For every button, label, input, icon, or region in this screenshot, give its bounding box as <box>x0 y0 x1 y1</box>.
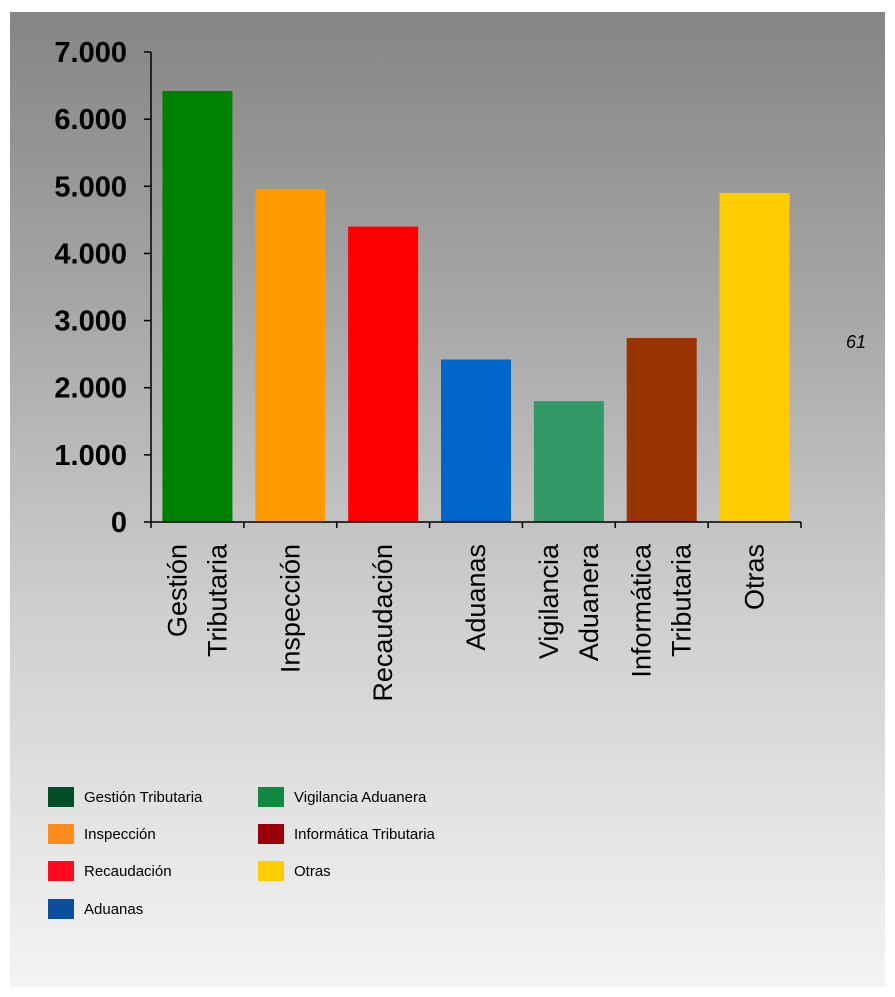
x-tick-label: Recaudación <box>368 544 398 702</box>
y-tick-label: 4.000 <box>54 238 127 270</box>
x-tick-label-line: Vigilancia <box>534 543 564 659</box>
bar-2 <box>348 226 419 523</box>
x-tick-label: Otras <box>740 544 770 610</box>
bar-0 <box>162 90 233 522</box>
x-tick-label: Inspección <box>275 544 305 673</box>
bar-6 <box>719 193 790 522</box>
x-tick-label: Vigilancia Aduanera <box>534 543 604 661</box>
x-tick-label: Gestión Tributaria <box>162 543 232 657</box>
x-tick-label-line: Recaudación <box>368 544 398 702</box>
y-tick-label: 7.000 <box>54 37 127 69</box>
y-tick-label: 0 <box>111 507 127 539</box>
bar-5 <box>626 338 697 522</box>
y-tick-label: 1.000 <box>54 440 127 472</box>
bar-4 <box>533 401 604 522</box>
page-number: 61 <box>846 332 867 352</box>
bar-1 <box>255 188 326 522</box>
x-tick-label-line: Informática <box>627 543 657 678</box>
y-tick-label: 6.000 <box>54 104 127 136</box>
x-tick-label-line: Tributaria <box>667 543 697 657</box>
x-tick-label-line: Aduanas <box>461 544 491 651</box>
x-tick-label: Aduanas <box>461 544 491 651</box>
x-tick-label-line: Inspección <box>275 544 305 673</box>
x-tick-label: Informática Tributaria <box>627 543 697 678</box>
y-tick-label: 5.000 <box>54 171 127 203</box>
bar-3 <box>441 359 511 522</box>
x-tick-label-line: Tributaria <box>202 543 232 657</box>
x-tick-label-line: Gestión <box>162 544 192 637</box>
y-tick-label: 2.000 <box>54 373 127 405</box>
y-tick-label: 3.000 <box>54 306 127 338</box>
x-tick-label-line: Aduanera <box>574 543 604 661</box>
x-tick-label-line: Otras <box>740 544 770 610</box>
